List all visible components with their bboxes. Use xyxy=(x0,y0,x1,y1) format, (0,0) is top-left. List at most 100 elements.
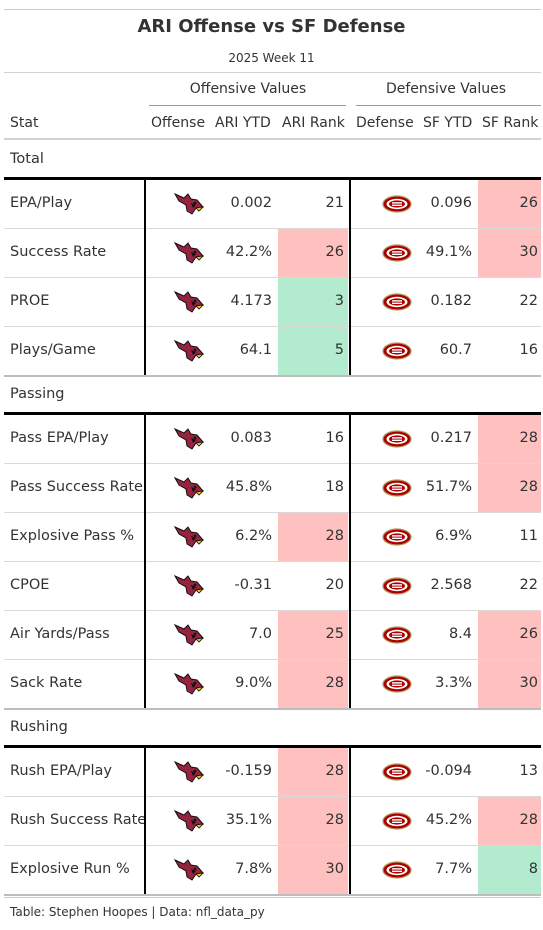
sf-rank-value: 26 xyxy=(519,195,538,211)
col-offense: Offense xyxy=(151,115,206,131)
cardinals-logo-icon xyxy=(174,859,204,881)
ari-ytd-value: 0.002 xyxy=(230,195,272,211)
sf-ytd-value: 3.3% xyxy=(435,675,472,691)
ari-rank-value: 26 xyxy=(325,244,344,260)
group-label: Passing xyxy=(10,386,65,402)
stat-name: Plays/Game xyxy=(10,342,96,358)
rank-highlight xyxy=(478,463,541,512)
ari-ytd-value: -0.159 xyxy=(225,763,272,779)
ari-rank-value: 30 xyxy=(325,861,344,877)
stat-name: EPA/Play xyxy=(10,195,73,211)
cardinals-logo-icon xyxy=(174,291,204,313)
group-label: Total xyxy=(10,151,44,167)
ari-ytd-value: 42.2% xyxy=(225,244,272,260)
offense-spanner: Offensive Values xyxy=(189,81,307,97)
sf-rank-value: 30 xyxy=(519,244,538,260)
sf-rank-value: 26 xyxy=(519,626,538,642)
sf-rank-value: 16 xyxy=(519,342,538,358)
table-subtitle: 2025 Week 11 xyxy=(228,51,315,65)
row-rule xyxy=(4,375,541,377)
49ers-logo-icon xyxy=(382,293,412,311)
rank-highlight xyxy=(278,845,348,894)
sf-rank-value: 22 xyxy=(519,577,538,593)
row-rule xyxy=(4,228,541,229)
column-divider xyxy=(349,747,351,894)
row-rule xyxy=(4,610,541,611)
table-row: Success Rate 42.2% 26 49.1% 30 xyxy=(1,228,542,277)
ari-ytd-value: 35.1% xyxy=(225,812,272,828)
stat-name: Pass Success Rate xyxy=(10,479,143,495)
ari-ytd-value: 9.0% xyxy=(235,675,272,691)
sf-ytd-value: 49.1% xyxy=(425,244,472,260)
col-sf-ytd: SF YTD xyxy=(423,115,473,131)
stat-name: Rush Success Rate xyxy=(10,812,147,828)
stat-name: Pass EPA/Play xyxy=(10,430,109,446)
49ers-logo-icon xyxy=(382,577,412,595)
rank-highlight xyxy=(478,414,541,463)
ari-rank-value: 28 xyxy=(325,675,344,691)
49ers-logo-icon xyxy=(382,479,412,497)
sf-ytd-value: 0.096 xyxy=(430,195,472,211)
49ers-logo-icon xyxy=(382,342,412,360)
49ers-logo-icon xyxy=(382,430,412,448)
rank-highlight xyxy=(278,610,348,659)
table-row: EPA/Play 0.002 21 0.096 26 xyxy=(1,179,542,228)
ari-ytd-value: 7.0 xyxy=(248,626,272,642)
sf-ytd-value: 8.4 xyxy=(448,626,472,642)
row-rule xyxy=(4,659,541,660)
stat-name: Air Yards/Pass xyxy=(10,626,110,642)
group-label: Rushing xyxy=(10,719,68,735)
row-rule xyxy=(4,177,541,180)
sf-rank-value: 11 xyxy=(519,528,538,544)
table-row: Explosive Pass % 6.2% 28 6.9% 11 xyxy=(1,512,542,561)
cardinals-logo-icon xyxy=(174,575,204,597)
cardinals-logo-icon xyxy=(174,526,204,548)
stat-name: Sack Rate xyxy=(10,675,83,691)
column-divider xyxy=(144,414,146,708)
column-divider xyxy=(349,414,351,708)
sf-rank-value: 28 xyxy=(519,479,538,495)
stat-name: Explosive Run % xyxy=(10,861,130,877)
rank-highlight xyxy=(278,747,348,796)
ari-ytd-value: 7.8% xyxy=(235,861,272,877)
ari-ytd-value: 64.1 xyxy=(239,342,272,358)
row-rule xyxy=(4,745,541,748)
column-divider xyxy=(349,179,351,375)
ari-rank-value: 18 xyxy=(325,479,344,495)
rank-highlight xyxy=(278,512,348,561)
rank-highlight xyxy=(478,179,541,228)
ari-rank-value: 3 xyxy=(334,293,344,309)
table-footer: Table: Stephen Hoopes | Data: nfl_data_p… xyxy=(10,905,265,919)
cardinals-logo-icon xyxy=(174,477,204,499)
sf-ytd-value: 60.7 xyxy=(439,342,472,358)
rank-highlight xyxy=(278,326,348,375)
ari-rank-value: 21 xyxy=(325,195,344,211)
rank-highlight xyxy=(278,796,348,845)
column-divider xyxy=(144,747,146,894)
ari-ytd-value: 45.8% xyxy=(225,479,272,495)
table-row: Sack Rate 9.0% 28 3.3% 30 xyxy=(1,659,542,708)
table-row: Explosive Run % 7.8% 30 7.7% 8 xyxy=(1,845,542,894)
sf-rank-value: 28 xyxy=(519,812,538,828)
49ers-logo-icon xyxy=(382,812,412,830)
row-rule xyxy=(4,9,541,10)
row-rule xyxy=(4,277,541,278)
table-row: CPOE -0.31 20 2.568 22 xyxy=(1,561,542,610)
rank-highlight xyxy=(478,845,541,894)
row-rule xyxy=(4,138,541,140)
row-rule xyxy=(4,463,541,464)
cardinals-logo-icon xyxy=(174,761,204,783)
stat-name: Success Rate xyxy=(10,244,107,260)
row-rule xyxy=(4,845,541,846)
sf-ytd-value: 51.7% xyxy=(425,479,472,495)
stat-name: PROE xyxy=(10,293,50,309)
49ers-logo-icon xyxy=(382,528,412,546)
ari-rank-value: 28 xyxy=(325,763,344,779)
table-row: Pass Success Rate 45.8% 18 51.7% 28 xyxy=(1,463,542,512)
49ers-logo-icon xyxy=(382,861,412,879)
rank-highlight xyxy=(278,228,348,277)
rank-highlight xyxy=(278,659,348,708)
49ers-logo-icon xyxy=(382,195,412,213)
ari-rank-value: 25 xyxy=(325,626,344,642)
